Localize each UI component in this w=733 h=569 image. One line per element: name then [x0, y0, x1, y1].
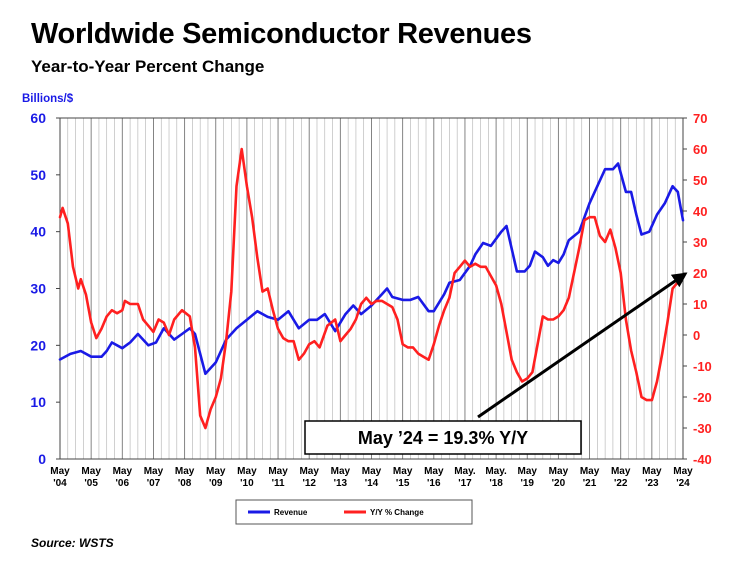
y-left-tick-label: 10 [30, 394, 46, 410]
annotation-arrow [477, 272, 688, 419]
x-tick-label-year: '09 [209, 478, 223, 489]
y-right-tick-label: 10 [693, 297, 707, 312]
x-tick-label-month: May [362, 466, 382, 477]
series-line-revenue [58, 162, 685, 376]
y-right-tick-label: 30 [693, 235, 707, 250]
series-lines [58, 147, 685, 430]
x-tick-label-month: May [237, 466, 257, 477]
y-right-tick-label: -30 [693, 421, 712, 436]
x-tick-label-year: '12 [302, 478, 316, 489]
x-tick-label-month: May [50, 466, 70, 477]
y-left-tick-label: 40 [30, 224, 46, 240]
y-right-tick-label: 60 [693, 142, 707, 157]
x-tick-label-month: May [81, 466, 101, 477]
y-right-tick-label: 20 [693, 266, 707, 281]
x-tick-label-month: May. [454, 466, 476, 477]
y-left-tick-label: 60 [30, 110, 46, 126]
x-tick-label-year: '19 [520, 478, 534, 489]
x-tick-label-year: '08 [178, 478, 192, 489]
y-right-tick-label: 0 [693, 328, 700, 343]
y-axis-label: Billions/$ [22, 93, 74, 105]
x-tick-label-year: '10 [240, 478, 254, 489]
series-line-yy-change [58, 147, 685, 430]
legend: Revenue Y/Y % Change [235, 499, 473, 525]
chart-subtitle: Year-to-Year Percent Change [31, 57, 265, 76]
x-tick-label-year: '11 [272, 478, 285, 489]
legend-label: Y/Y % Change [370, 508, 424, 517]
x-tick-label-year: '05 [84, 478, 98, 489]
y-right-tick-label: 40 [693, 204, 707, 219]
x-tick-label-year: '15 [396, 478, 410, 489]
x-tick-label-month: May [642, 466, 662, 477]
x-tick-label-month: May [299, 466, 319, 477]
y-right-tick-label: 50 [693, 173, 707, 188]
x-tick-label-month: May [673, 466, 693, 477]
x-tick-label-month: May [611, 466, 631, 477]
x-tick-label-month: May [331, 466, 351, 477]
axes: 0 10 20 30 40 50 60 -40 -30 -20 -10 0 10 20 30 40 50 60 70… [30, 110, 711, 489]
y-left-tick-label: 50 [30, 167, 46, 183]
x-tick-label-year: '21 [583, 478, 597, 489]
x-tick-label-month: May [175, 466, 195, 477]
source-note: Source: WSTS [31, 536, 114, 550]
x-tick-label-year: '07 [147, 478, 161, 489]
x-tick-label-month: May [144, 466, 164, 477]
y-right-tick-label: -20 [693, 390, 712, 405]
x-tick-label-year: '24 [676, 478, 690, 489]
x-tick-label-month: May [393, 466, 413, 477]
x-tick-label-year: '23 [645, 478, 659, 489]
y-right-tick-label: -40 [693, 452, 712, 467]
x-tick-label-month: May [113, 466, 133, 477]
annotation-text: May ’24 = 19.3% Y/Y [358, 428, 528, 448]
grid-lines [59, 117, 684, 460]
x-tick-label-year: '06 [116, 478, 130, 489]
x-tick-label-month: May [549, 466, 569, 477]
x-tick-label-year: '16 [427, 478, 441, 489]
x-tick-label-month: May [268, 466, 288, 477]
y-left-tick-label: 0 [38, 451, 46, 467]
x-tick-label-month: May [580, 466, 600, 477]
x-tick-label-year: '13 [334, 478, 348, 489]
y-right-tick-label: 70 [693, 111, 707, 126]
annotation: May ’24 = 19.3% Y/Y [304, 272, 688, 455]
legend-label: Revenue [274, 508, 308, 517]
x-tick-label-month: May [206, 466, 226, 477]
x-tick-label-month: May [518, 466, 538, 477]
y-left-tick-label: 20 [30, 337, 46, 353]
chart-title: Worldwide Semiconductor Revenues [31, 18, 532, 50]
x-tick-label-month: May [424, 466, 444, 477]
x-tick-label-year: '20 [552, 478, 566, 489]
x-tick-label-year: '14 [365, 478, 379, 489]
x-tick-label-year: '04 [53, 478, 67, 489]
x-tick-label-month: May. [485, 466, 507, 477]
y-left-tick-label: 30 [30, 281, 46, 297]
annotation-box [304, 420, 582, 455]
y-right-tick-label: -10 [693, 359, 712, 374]
x-tick-label-year: '18 [489, 478, 503, 489]
x-tick-label-year: '17 [458, 478, 472, 489]
x-tick-label-year: '22 [614, 478, 628, 489]
